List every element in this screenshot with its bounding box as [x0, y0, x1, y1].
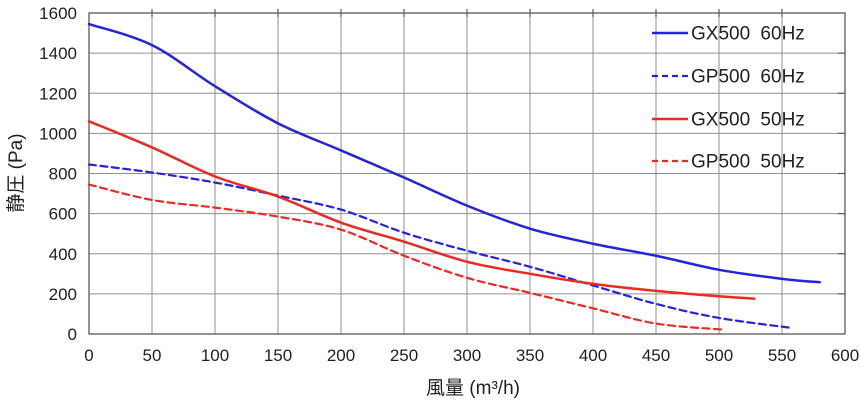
- legend-label-gx500-60hz: GX500 60Hz: [691, 24, 805, 45]
- x-tick-label: 100: [201, 346, 229, 365]
- legend: GX500 60Hz GP500 60Hz GX500 50Hz GP500 5…: [652, 24, 805, 173]
- legend-item-gx500-60hz: GX500 60Hz: [652, 24, 805, 45]
- x-axis-title: 風量 (m³/h): [426, 378, 520, 399]
- gridlines: [88, 12, 846, 335]
- x-tick-label: 150: [264, 346, 292, 365]
- y-tick-label: 400: [49, 245, 77, 264]
- series-lines: [87, 22, 822, 331]
- series-line-gx500-60hz: [87, 22, 822, 284]
- legend-item-gp500-50hz: GP500 50Hz: [652, 152, 805, 173]
- y-axis-title: 静圧 (Pa): [5, 133, 27, 212]
- x-tick-label: 50: [143, 346, 162, 365]
- y-tick-label: 1000: [39, 124, 77, 143]
- legend-label-gx500-50hz: GX500 50Hz: [691, 110, 805, 131]
- series-line-gx500-50hz: [87, 120, 756, 300]
- y-tick-label: 1200: [39, 84, 77, 103]
- x-tick-label: 400: [579, 346, 607, 365]
- legend-item-gx500-50hz: GX500 50Hz: [652, 110, 805, 131]
- y-tick-label: 800: [49, 165, 77, 184]
- x-tick-label: 250: [390, 346, 418, 365]
- legend-label-gp500-60hz: GP500 60Hz: [691, 67, 805, 88]
- series-line-gp500-60hz: [87, 163, 794, 330]
- x-tick-label: 600: [831, 346, 859, 365]
- x-tick-label: 450: [642, 346, 670, 365]
- x-tick-labels: 0 50 100 150 200 250 300 350 400 450 500 550 600: [84, 346, 859, 365]
- plot-border: [88, 12, 846, 335]
- legend-item-gp500-60hz: GP500 60Hz: [652, 67, 805, 88]
- x-tick-label: 0: [84, 346, 93, 365]
- y-tick-label: 1600: [39, 4, 77, 23]
- legend-label-gp500-50hz: GP500 50Hz: [691, 152, 805, 173]
- x-tick-label: 550: [768, 346, 796, 365]
- y-tick-label: 0: [68, 325, 77, 344]
- series-line-gp500-50hz: [87, 183, 724, 331]
- x-tick-label: 200: [327, 346, 355, 365]
- y-tick-label: 600: [49, 205, 77, 224]
- y-tick-label: 1400: [39, 44, 77, 63]
- x-tick-label: 300: [453, 346, 481, 365]
- y-tick-label: 200: [49, 285, 77, 304]
- x-tick-label: 350: [516, 346, 544, 365]
- y-tick-labels: 0 200 400 600 800 1000 1200 1400 1600: [39, 4, 77, 344]
- x-tick-label: 500: [705, 346, 733, 365]
